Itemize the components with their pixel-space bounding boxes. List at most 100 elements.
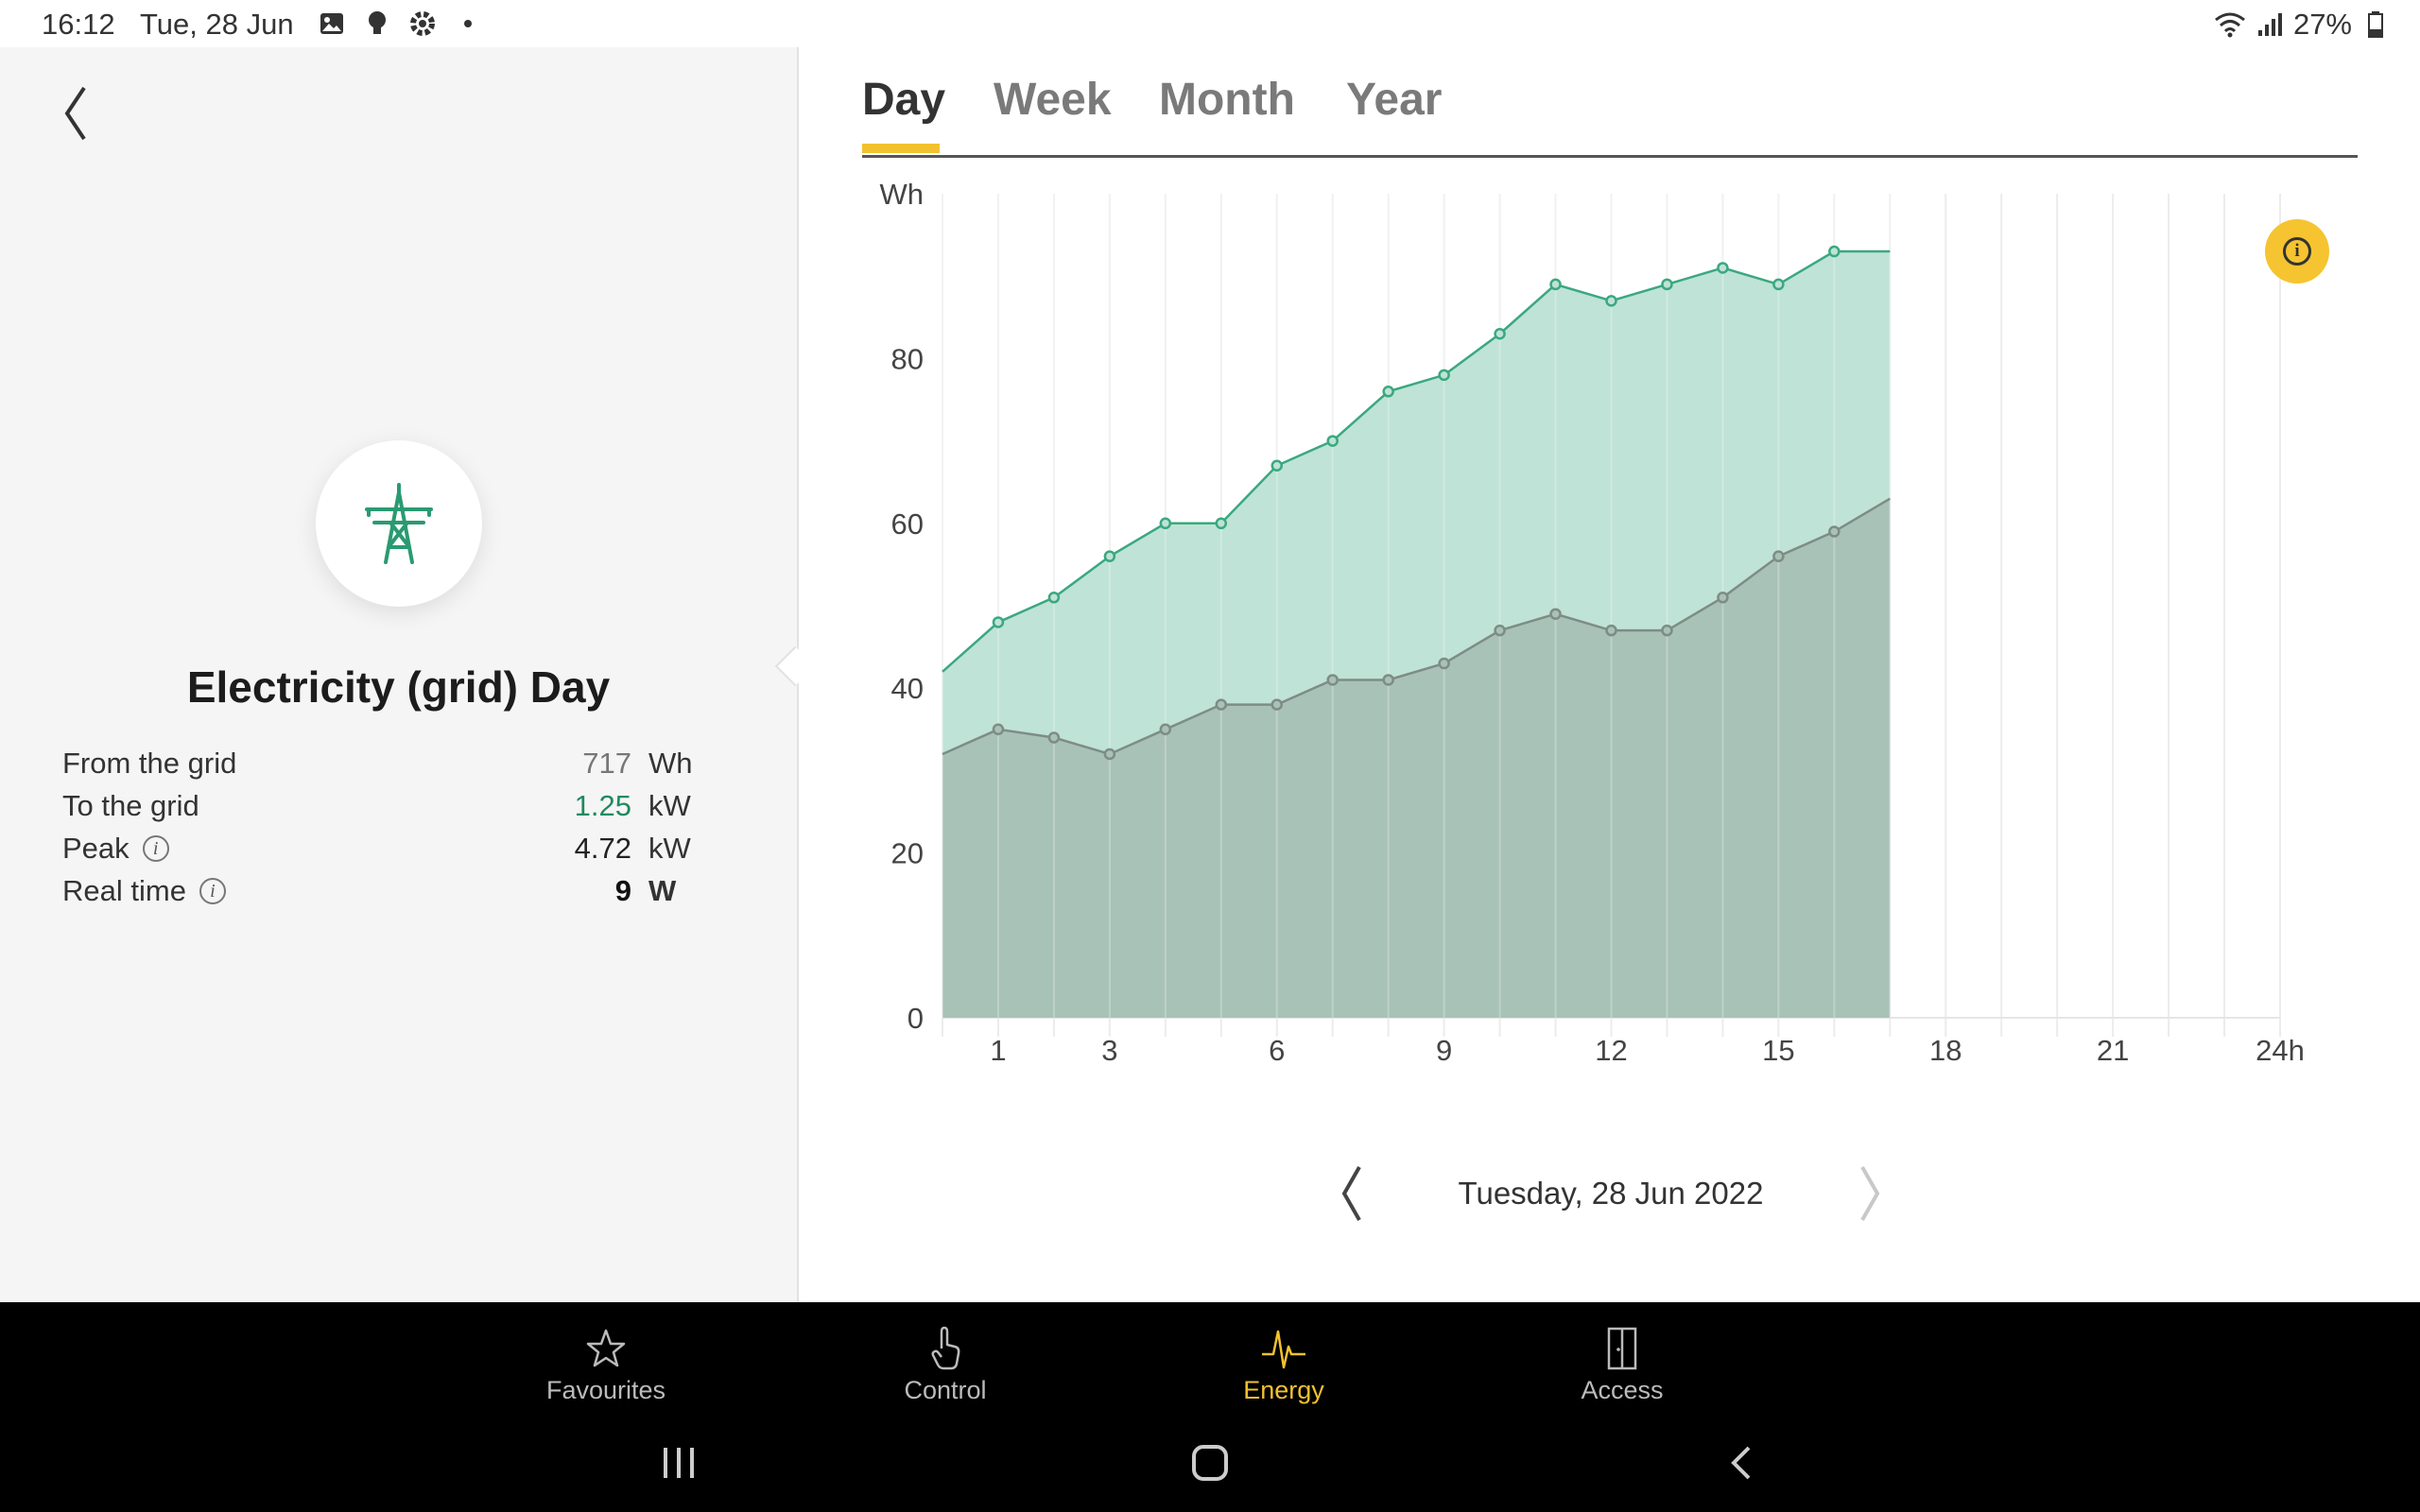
y-tick-label: 60 xyxy=(891,507,924,541)
chevron-left-icon xyxy=(1341,1166,1361,1221)
data-point xyxy=(1438,657,1450,670)
data-point xyxy=(1549,608,1562,620)
data-point xyxy=(1549,278,1562,291)
active-tab-indicator xyxy=(862,144,940,153)
data-point xyxy=(1326,674,1339,686)
nav-energy[interactable]: Energy xyxy=(1189,1321,1378,1405)
data-point xyxy=(1270,459,1283,472)
battery-percentage: 27% xyxy=(2292,8,2352,41)
stat-label: Real time xyxy=(62,874,186,907)
tab-month[interactable]: Month xyxy=(1159,75,1295,125)
stat-label-group: To the grid xyxy=(62,789,199,823)
next-day-button[interactable] xyxy=(1841,1158,1898,1229)
stat-label: Peak xyxy=(62,832,130,865)
info-icon: i xyxy=(2283,237,2311,266)
stat-row: To the grid 1.25 kW xyxy=(62,789,696,832)
data-point xyxy=(1494,327,1506,340)
tab-day[interactable]: Day xyxy=(862,75,946,125)
home-button[interactable] xyxy=(1172,1425,1248,1501)
data-point xyxy=(1382,674,1394,686)
x-tick-label: 1 xyxy=(990,1034,1006,1067)
x-tick-label: 21 xyxy=(2097,1034,2129,1067)
data-point xyxy=(1605,295,1617,307)
stat-unit: W xyxy=(648,874,677,907)
tab-week[interactable]: Week xyxy=(994,75,1112,125)
series-line-1 xyxy=(942,497,1891,756)
stat-label-group: From the grid xyxy=(62,747,236,781)
data-point xyxy=(992,616,1005,628)
x-tick-label: 18 xyxy=(1929,1034,1962,1067)
x-tick-label: 15 xyxy=(1762,1034,1794,1067)
data-point xyxy=(1661,624,1673,637)
date-label: Tuesday, 28 Jun 2022 xyxy=(1458,1176,1764,1211)
data-point xyxy=(1215,517,1228,530)
wifi-icon xyxy=(2214,9,2246,41)
stat-value: 4.72 xyxy=(574,832,631,865)
page-title: Electricity (grid) Day xyxy=(186,662,611,712)
status-date: Tue, 28 Jun xyxy=(140,8,294,41)
stat-unit: kW xyxy=(648,789,691,822)
data-point xyxy=(1828,245,1841,258)
nav-control[interactable]: Control xyxy=(851,1321,1040,1405)
data-point xyxy=(1159,723,1172,736)
x-tick-label: 3 xyxy=(1101,1034,1117,1067)
stat-row: From the grid 717 Wh xyxy=(62,747,696,789)
stat-label-group: Peak i xyxy=(62,832,169,866)
info-icon[interactable]: i xyxy=(199,878,226,904)
status-time: 16:12 xyxy=(42,8,115,41)
stat-value: 9 xyxy=(614,874,631,907)
tab-year[interactable]: Year xyxy=(1346,75,1443,125)
data-point xyxy=(1661,278,1673,291)
data-point xyxy=(1103,550,1116,562)
data-point xyxy=(1717,592,1729,604)
door-icon xyxy=(1528,1321,1717,1376)
nav-label: Access xyxy=(1581,1376,1664,1404)
bulb-icon xyxy=(361,8,393,40)
nav-label: Control xyxy=(904,1376,987,1404)
nav-label: Favourites xyxy=(545,1376,666,1404)
series-line-0 xyxy=(942,249,1891,673)
notification-icons xyxy=(316,8,484,40)
back-icon xyxy=(1731,1446,1751,1480)
nav-favourites[interactable]: Favourites xyxy=(511,1321,700,1405)
star-icon xyxy=(511,1321,700,1376)
energy-chart: 0 20 40 60 80 Wh 1 3 6 9 12 15 18 21 24h xyxy=(880,178,2305,1067)
battery-icon xyxy=(2360,9,2392,41)
series-area-1 xyxy=(942,498,1891,1018)
gear-icon xyxy=(406,8,439,40)
data-point xyxy=(1438,369,1450,382)
chart-info-button[interactable]: i xyxy=(2265,219,2329,284)
hand-pointer-icon xyxy=(851,1321,1040,1376)
data-point xyxy=(1215,698,1228,711)
data-point xyxy=(1103,747,1116,761)
y-tick-label: 20 xyxy=(891,837,924,870)
stat-label: To the grid xyxy=(62,789,199,822)
nav-access[interactable]: Access xyxy=(1528,1321,1717,1405)
home-icon xyxy=(1192,1445,1228,1481)
data-point xyxy=(1772,278,1785,291)
stat-label: From the grid xyxy=(62,747,237,780)
y-tick-label: 0 xyxy=(908,1002,924,1035)
stats-list: From the grid 717 Wh To the grid 1.25 kW Peak i… xyxy=(62,747,696,917)
data-point xyxy=(1494,624,1506,637)
stat-row: Peak i 4.72 kW xyxy=(62,832,696,874)
info-icon[interactable]: i xyxy=(142,835,169,862)
summary-panel: Electricity (grid) Day From the grid 717 W… xyxy=(0,47,816,1302)
data-point xyxy=(1047,731,1061,744)
system-back-button[interactable] xyxy=(1703,1425,1779,1501)
data-point xyxy=(1159,517,1172,530)
bottom-navigation: Favourites Control Energy Access xyxy=(0,1302,2420,1512)
y-tick-label: 80 xyxy=(891,342,924,375)
status-bar: 16:12 Tue, 28 Jun 27% xyxy=(0,0,2420,47)
data-point xyxy=(992,723,1005,736)
recent-apps-icon xyxy=(664,1448,694,1478)
x-tick-label: 24h xyxy=(2256,1034,2305,1067)
stat-row: Real time i 9 W xyxy=(62,874,696,917)
previous-day-button[interactable] xyxy=(1323,1158,1380,1229)
data-point xyxy=(1828,525,1841,538)
data-point xyxy=(1772,550,1785,562)
back-button[interactable] xyxy=(47,76,104,151)
data-point xyxy=(1047,592,1061,604)
recent-apps-button[interactable] xyxy=(641,1425,717,1501)
stat-unit: Wh xyxy=(648,747,693,780)
